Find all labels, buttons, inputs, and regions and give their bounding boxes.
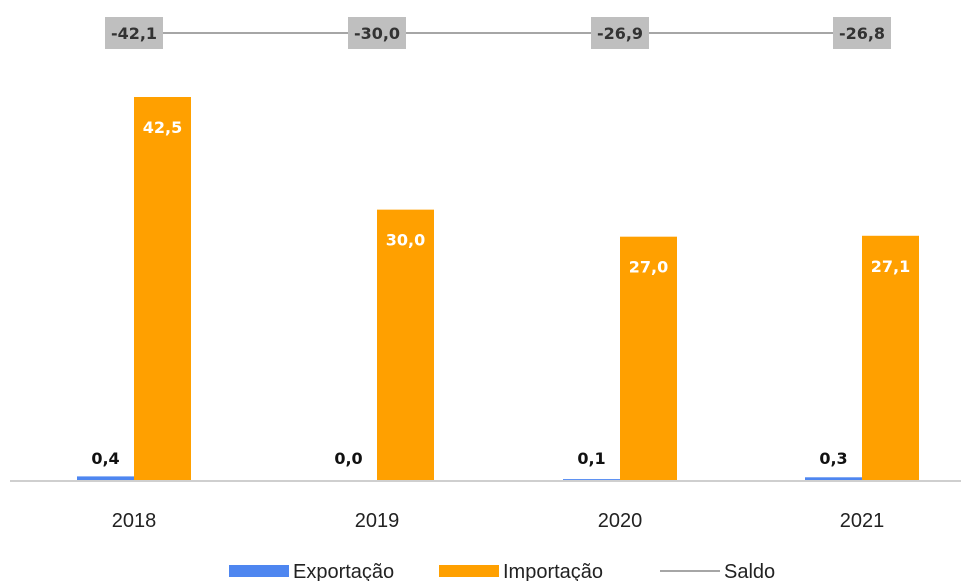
saldo-label-2020: -26,9 (597, 24, 643, 43)
label-importacao-2021: 27,1 (871, 257, 910, 276)
legend-swatch-importacao (439, 565, 499, 577)
label-exportacao-2021: 0,3 (819, 449, 847, 468)
x-tick-2018: 2018 (112, 510, 157, 532)
saldo-point-2021: -26,8 (833, 17, 891, 49)
legend-label-exportacao: Exportação (293, 561, 394, 581)
legend-label-importacao: Importação (503, 561, 603, 581)
saldo-label-box (105, 17, 163, 49)
saldo-labels: -42,1 -30,0 -26,9 -26,8 (105, 17, 891, 49)
bar-importacao-2021 (862, 235, 919, 480)
label-importacao-2018: 42,5 (143, 118, 182, 137)
bar-exportacao-2021 (805, 477, 862, 480)
saldo-label-box (833, 17, 891, 49)
label-importacao-2019: 30,0 (386, 231, 425, 250)
saldo-label-box (348, 17, 406, 49)
saldo-label-2019: -30,0 (354, 24, 400, 43)
saldo-label-2018: -42,1 (111, 24, 157, 43)
label-exportacao-2018: 0,4 (91, 449, 119, 468)
x-tick-2021: 2021 (840, 510, 885, 532)
label-importacao-2020: 27,0 (629, 258, 668, 277)
saldo-point-2020: -26,9 (591, 17, 649, 49)
bar-exportacao-2020 (563, 479, 620, 480)
label-exportacao-2019: 0,0 (334, 449, 362, 468)
saldo-label-2021: -26,8 (839, 24, 885, 43)
legend-label-saldo: Saldo (724, 561, 775, 581)
x-tick-labels: 2018 2019 2020 2021 (112, 510, 885, 532)
bar-value-labels: 0,4 42,5 0,0 30,0 0,1 27,0 0,3 27,1 (91, 118, 910, 468)
legend-swatch-exportacao (229, 565, 289, 577)
saldo-label-box (591, 17, 649, 49)
bar-exportacao-2018 (77, 476, 134, 480)
saldo-point-2019: -30,0 (348, 17, 406, 49)
bar-importacao-2020 (620, 236, 677, 480)
label-exportacao-2020: 0,1 (577, 449, 605, 468)
bar-importacao-2018 (134, 97, 191, 480)
x-tick-2019: 2019 (355, 510, 400, 532)
x-tick-2020: 2020 (598, 510, 643, 532)
bars (77, 97, 919, 480)
saldo-point-2018: -42,1 (105, 17, 163, 49)
legend: Exportação Importação Saldo (229, 561, 775, 581)
bar-importacao-2019 (377, 209, 434, 480)
